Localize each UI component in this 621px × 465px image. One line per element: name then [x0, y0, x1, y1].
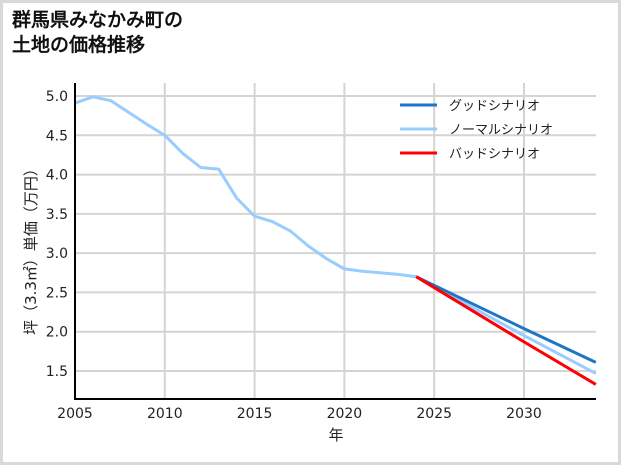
x-tick-label: 2005 — [57, 406, 93, 422]
y-tick-label: 4.0 — [46, 168, 68, 184]
legend-label: ノーマルシナリオ — [449, 123, 553, 138]
y-tick-label: 3.0 — [46, 246, 68, 262]
x-tick-label: 2020 — [327, 406, 363, 422]
gridlines — [75, 83, 596, 399]
tick-labels: 1.5 2.0 2.5 3.0 3.5 4.0 4.5 5.0 2005 2010 2015 2020… — [46, 89, 542, 422]
series-lines — [74, 95, 597, 386]
y-tick-label: 3.5 — [46, 207, 68, 223]
series-line — [415, 275, 597, 364]
x-tick-label: 2030 — [506, 406, 542, 422]
y-axis-label: 坪（3.3㎡）単価（万円） — [22, 161, 40, 335]
x-tick-label: 2015 — [237, 406, 273, 422]
series-line — [74, 95, 597, 375]
x-axis-label: 年 — [328, 426, 343, 444]
y-tick-label: 4.5 — [46, 128, 68, 144]
y-tick-label: 5.0 — [46, 89, 68, 105]
y-tick-label: 1.5 — [46, 364, 68, 380]
x-tick-label: 2025 — [416, 406, 452, 422]
legend-label: グッドシナリオ — [449, 99, 540, 114]
chart-title-line-1: 群馬県みなかみ町の — [12, 9, 184, 31]
chart-title-line-2: 土地の価格推移 — [12, 34, 146, 56]
x-tick-label: 2010 — [147, 406, 183, 422]
series-line — [415, 275, 597, 386]
y-tick-label: 2.0 — [46, 325, 68, 341]
y-tick-label: 2.5 — [46, 285, 68, 301]
axes — [74, 83, 596, 400]
legend-label: バッドシナリオ — [449, 147, 540, 162]
chart-title: 群馬県みなかみ町の 土地の価格推移 — [12, 8, 183, 58]
